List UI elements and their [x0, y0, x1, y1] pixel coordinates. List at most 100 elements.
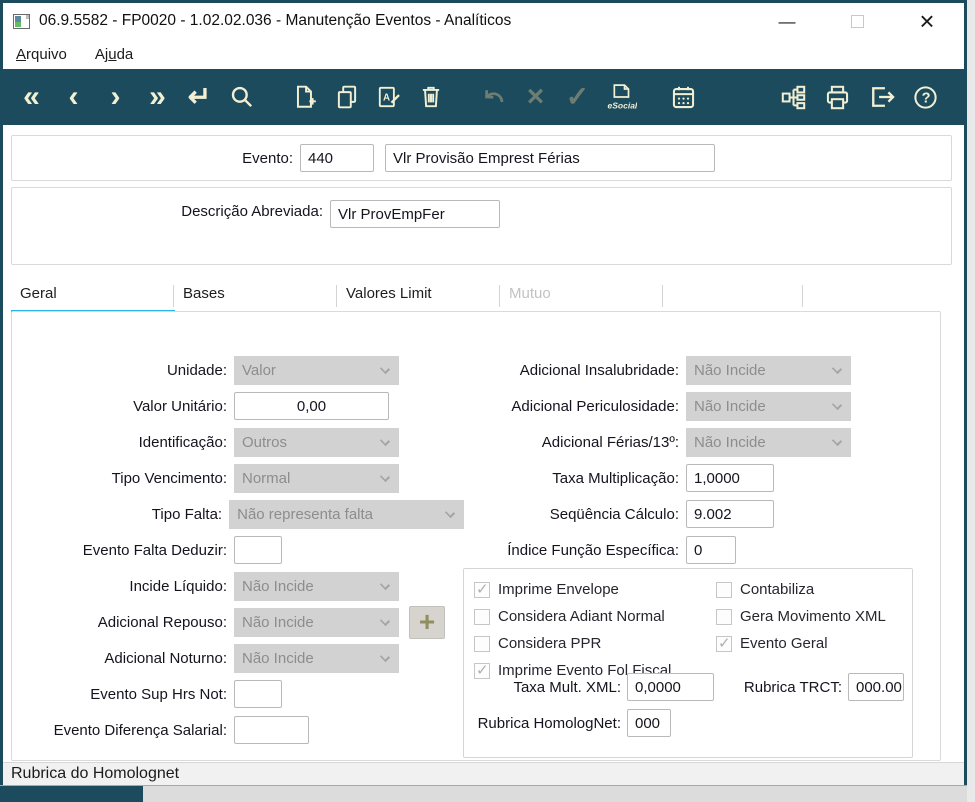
svg-text:eSocial: eSocial [608, 100, 637, 110]
new-document-icon[interactable] [288, 79, 321, 115]
titlebar: 06.9.5582 - FP0020 - 1.02.02.036 - Manut… [3, 3, 964, 39]
rubrica-trct-field[interactable]: 000.00 [848, 673, 904, 701]
identificacao-label: Identificação: [138, 433, 227, 451]
indice-funcao-especifica-label: Índice Função Específica: [507, 541, 679, 559]
checkbox-considera-ppr[interactable]: Considera PPR [474, 630, 671, 657]
checkbox-gera-movimento-xml[interactable]: Gera Movimento XML [716, 603, 886, 630]
checkbox-icon[interactable] [474, 661, 490, 679]
taxa-multiplicacao-label: Taxa Multiplicação: [552, 469, 679, 487]
checkbox-icon[interactable] [716, 634, 732, 652]
close-button[interactable]: × [919, 6, 935, 36]
adicional-insalubridade-select: Não Incide [686, 355, 851, 385]
checkbox-icon[interactable] [716, 581, 732, 598]
identificacao-select: Outros [234, 427, 399, 457]
next-record-icon[interactable]: › [110, 80, 121, 113]
calendar-icon[interactable] [667, 79, 700, 115]
descricao-abreviada-label: Descrição Abreviada: [181, 203, 323, 220]
chevron-down-icon [379, 579, 391, 590]
copy-icon[interactable] [330, 79, 363, 115]
evento-label: Evento: [242, 149, 293, 167]
exit-icon[interactable] [865, 79, 898, 115]
sequencia-calculo-label: Seqüência Cálculo: [549, 505, 679, 523]
valor-unitario-label: Valor Unitário: [133, 397, 227, 415]
menu-ajuda[interactable]: Ajuda [94, 45, 134, 63]
app-window: 06.9.5582 - FP0020 - 1.02.02.036 - Manut… [0, 0, 967, 785]
evento-sup-hrs-not-field[interactable] [234, 680, 282, 708]
tab-bar: Geral Bases Valores Limit Mutuo [11, 283, 803, 315]
tipo-falta-label: Tipo Falta: [151, 505, 223, 523]
help-icon[interactable]: ? [909, 79, 942, 115]
adicional-repouso-select: Não Incide [234, 607, 399, 637]
chevron-down-icon [379, 471, 391, 482]
first-record-icon[interactable]: « [23, 80, 40, 113]
confirm-icon[interactable]: ✓ [565, 81, 590, 112]
search-icon[interactable] [225, 79, 258, 115]
return-icon[interactable]: ↵ [187, 81, 212, 112]
tipo-falta-select: Não representa falta [229, 499, 464, 529]
maximize-button[interactable] [846, 10, 868, 32]
svg-text:A: A [383, 92, 390, 103]
evento-code-field[interactable]: 440 [300, 144, 374, 172]
chevron-down-icon [379, 363, 391, 374]
evento-falta-deduzir-label: Evento Falta Deduzir: [82, 541, 227, 559]
evento-diferenca-salarial-field[interactable] [234, 716, 309, 744]
chevron-down-icon [444, 507, 456, 518]
esocial-icon[interactable]: eSocial [603, 79, 637, 115]
chevron-down-icon [379, 615, 391, 626]
undo-icon[interactable] [477, 79, 510, 115]
unidade-label: Unidade: [166, 361, 227, 379]
tab-valores-limit[interactable]: Valores Limit [337, 283, 500, 311]
tab-mutuo[interactable]: Mutuo [500, 283, 663, 311]
evento-diferenca-salarial-label: Evento Diferença Salarial: [53, 721, 227, 739]
sequencia-calculo-field[interactable]: 9.002 [686, 500, 774, 528]
previous-record-icon[interactable]: ‹ [68, 80, 79, 113]
hierarchy-icon[interactable] [777, 79, 810, 115]
opcoes-groupbox: Imprime Envelope Considera Adiant Normal… [463, 568, 913, 758]
checkbox-icon[interactable] [474, 635, 490, 652]
evento-falta-deduzir-field[interactable] [234, 536, 282, 564]
chevron-down-icon [379, 435, 391, 446]
chevron-down-icon [831, 435, 843, 446]
adicional-periculosidade-label: Adicional Periculosidade: [511, 397, 679, 415]
background-window-fragment [0, 785, 967, 802]
status-text: Rubrica do Homolognet [11, 765, 180, 782]
tipo-vencimento-select: Normal [234, 463, 399, 493]
edit-icon[interactable]: A [372, 79, 405, 115]
rubrica-homolognet-field[interactable]: 000 [627, 709, 671, 737]
menubar: Arquivo Ajuda [3, 39, 964, 69]
taxa-multiplicacao-field[interactable]: 1,0000 [686, 464, 774, 492]
minimize-button[interactable]: — [778, 11, 796, 31]
checkbox-contabiliza[interactable]: Contabiliza [716, 576, 886, 603]
background-window-toolbar-fragment [0, 786, 143, 802]
adicional-periculosidade-select: Não Incide [686, 391, 851, 421]
tab-geral[interactable]: Geral [11, 283, 175, 315]
taxa-mult-xml-label: Taxa Mult. XML: [513, 678, 621, 696]
delete-icon[interactable] [414, 79, 447, 115]
last-record-icon[interactable]: » [149, 80, 166, 113]
tab-bases[interactable]: Bases [174, 283, 337, 311]
chevron-down-icon [379, 651, 391, 662]
svg-text:?: ? [922, 90, 931, 106]
tipo-vencimento-label: Tipo Vencimento: [111, 469, 227, 487]
adicional-ferias-13-label: Adicional Férias/13º: [541, 433, 679, 451]
toolbar: « ‹ › » ↵ [3, 69, 964, 125]
descricao-abreviada-field[interactable]: Vlr ProvEmpFer [330, 200, 500, 228]
checkbox-considera-adiant-normal[interactable]: Considera Adiant Normal [474, 603, 671, 630]
checkbox-icon[interactable] [716, 608, 732, 625]
adicional-insalubridade-label: Adicional Insalubridade: [519, 361, 679, 379]
evento-descricao-field[interactable]: Vlr Provisão Emprest Férias [385, 144, 715, 172]
adicional-repouso-label: Adicional Repouso: [97, 613, 227, 631]
taxa-mult-xml-field[interactable]: 0,0000 [627, 673, 714, 701]
add-button[interactable]: + [409, 605, 445, 639]
valor-unitario-field[interactable]: 0,00 [234, 392, 389, 420]
print-icon[interactable] [821, 79, 854, 115]
checkbox-evento-geral[interactable]: Evento Geral [716, 630, 886, 657]
checkbox-icon[interactable] [474, 608, 490, 625]
cancel-icon[interactable]: × [526, 80, 545, 113]
incide-liquido-select: Não Incide [234, 571, 399, 601]
menu-arquivo[interactable]: Arquivo [16, 45, 67, 63]
tab-spacer [663, 283, 803, 311]
indice-funcao-especifica-field[interactable]: 0 [686, 536, 736, 564]
checkbox-imprime-envelope[interactable]: Imprime Envelope [474, 576, 671, 603]
checkbox-icon[interactable] [474, 580, 490, 598]
